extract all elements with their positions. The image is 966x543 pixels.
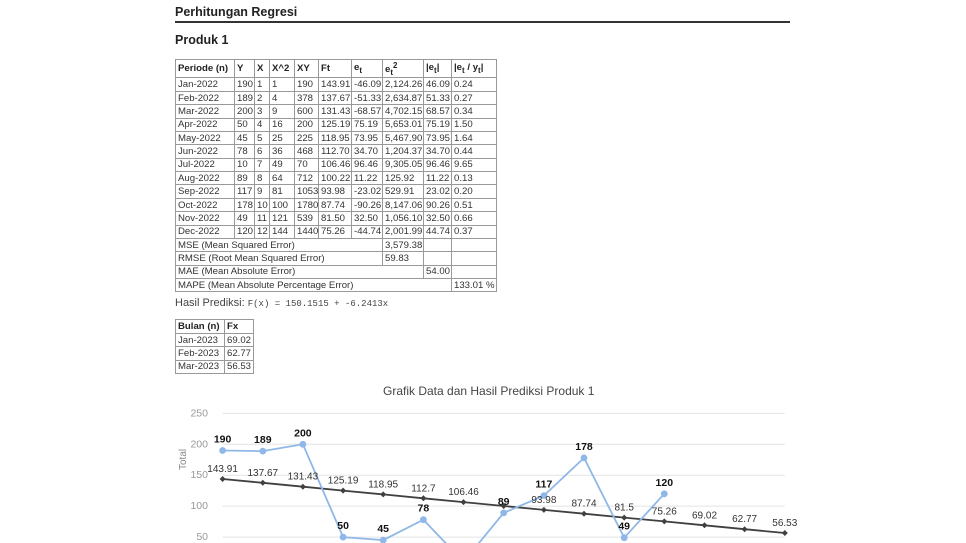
svg-text:56.53: 56.53 bbox=[772, 518, 797, 529]
svg-text:87.74: 87.74 bbox=[571, 499, 596, 510]
svg-text:89: 89 bbox=[498, 496, 510, 508]
svg-text:75.26: 75.26 bbox=[652, 506, 677, 517]
svg-text:69.02: 69.02 bbox=[692, 510, 717, 521]
svg-text:117: 117 bbox=[535, 479, 552, 491]
svg-text:106.46: 106.46 bbox=[448, 487, 479, 498]
svg-text:45: 45 bbox=[377, 523, 389, 535]
svg-text:150: 150 bbox=[190, 469, 208, 481]
svg-text:143.91: 143.91 bbox=[207, 464, 238, 475]
svg-text:200: 200 bbox=[190, 438, 208, 450]
svg-text:50: 50 bbox=[337, 520, 349, 532]
svg-text:78: 78 bbox=[418, 503, 430, 515]
svg-text:125.19: 125.19 bbox=[328, 476, 359, 487]
svg-text:120: 120 bbox=[656, 477, 674, 489]
svg-text:81.5: 81.5 bbox=[614, 503, 634, 514]
svg-text:189: 189 bbox=[254, 434, 272, 446]
svg-text:250: 250 bbox=[190, 407, 208, 419]
svg-text:50: 50 bbox=[196, 531, 208, 543]
svg-text:178: 178 bbox=[575, 441, 593, 453]
svg-text:131.43: 131.43 bbox=[288, 472, 319, 483]
svg-text:200: 200 bbox=[294, 427, 312, 439]
svg-text:190: 190 bbox=[214, 434, 232, 446]
svg-text:118.95: 118.95 bbox=[368, 479, 398, 490]
svg-text:62.77: 62.77 bbox=[732, 514, 757, 525]
svg-text:137.67: 137.67 bbox=[248, 468, 279, 479]
svg-text:93.98: 93.98 bbox=[531, 495, 556, 506]
svg-text:49: 49 bbox=[618, 521, 630, 533]
svg-text:100: 100 bbox=[190, 500, 208, 512]
svg-text:112.7: 112.7 bbox=[411, 483, 436, 494]
